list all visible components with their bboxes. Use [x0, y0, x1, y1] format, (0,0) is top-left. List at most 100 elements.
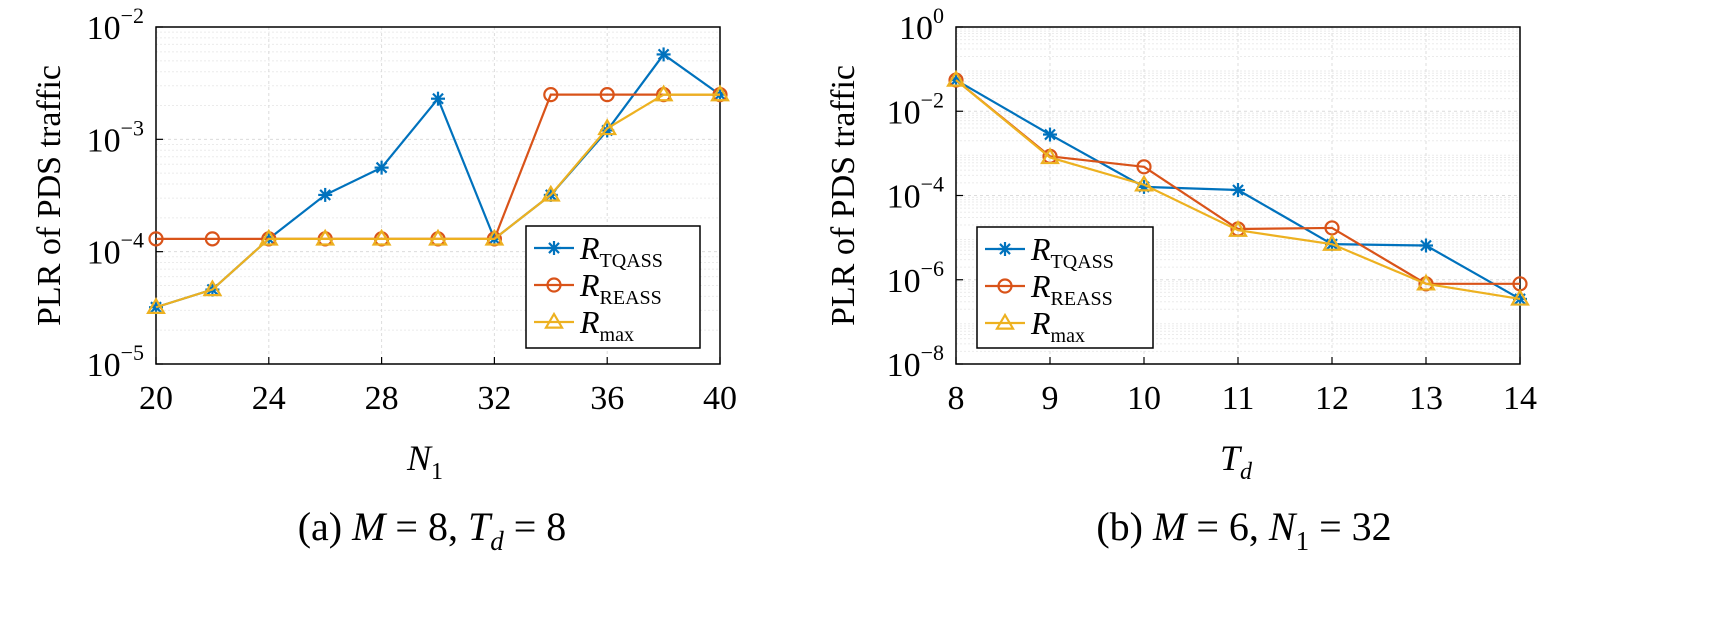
y-tick-label: 10−6 [887, 256, 944, 300]
legend-var: R [1030, 231, 1051, 267]
x-tick-label: 13 [1409, 380, 1443, 417]
y-tick-exponent: −5 [121, 340, 144, 365]
y-tick-base: 10 [887, 347, 921, 384]
legend-var: R [579, 267, 600, 303]
data-point [1510, 288, 1530, 306]
caption-prefix: (b) [1096, 504, 1153, 549]
plot-frame [155, 26, 721, 365]
legend-var: R [579, 230, 600, 266]
data-point [318, 187, 333, 202]
data-point [204, 231, 220, 247]
y-axis-label: PLR of PDS traffic [31, 65, 68, 326]
legend-var: R [1030, 268, 1051, 304]
y-tick-base: 10 [87, 235, 121, 272]
legend-sub: max [600, 324, 634, 346]
y-tick-exponent: −2 [121, 3, 144, 28]
y-tick-label: 10−4 [87, 228, 144, 272]
caption-var2: N [1268, 504, 1298, 549]
data-point [1416, 273, 1436, 291]
data-point [1040, 147, 1060, 165]
legend-sub: max [1051, 325, 1085, 347]
x-tick-label: 32 [477, 380, 511, 417]
series-line [155, 93, 720, 309]
y-tick-label: 10−3 [87, 115, 144, 159]
legend-label: Rmax [579, 304, 634, 346]
x-tick-label: 9 [1042, 380, 1059, 417]
y-tick-exponent: −2 [921, 87, 944, 112]
data-point [1228, 220, 1248, 237]
data-point [710, 84, 730, 102]
x-tick-label: 11 [1222, 380, 1255, 417]
caption: (a) M = 8, Td = 8 [298, 504, 567, 556]
data-point [540, 184, 561, 202]
caption-sub2: 1 [1296, 526, 1310, 556]
caption-eq1: = 8, [385, 504, 468, 549]
data-point [1322, 233, 1342, 251]
legend-item: RTQASS [985, 231, 1114, 273]
marker-stroke [432, 92, 444, 105]
legend-sub: TQASS [1051, 251, 1114, 273]
data-point [1231, 183, 1245, 198]
y-tick-base: 10 [87, 122, 121, 159]
legend-item: RTQASS [534, 230, 663, 272]
x-tick-label: 12 [1315, 380, 1349, 417]
legend-marker [995, 312, 1015, 330]
marker-stroke [375, 161, 388, 174]
y-tick-exponent: −4 [921, 172, 944, 197]
marker-stroke [999, 243, 1011, 255]
legend-marker [544, 311, 564, 329]
y-tick-base: 10 [887, 94, 921, 131]
caption: (b) M = 6, N1 = 32 [1096, 504, 1391, 556]
x-tick-label: 8 [948, 380, 965, 417]
x-tick-label: 40 [703, 380, 737, 417]
data-point [1134, 174, 1154, 192]
data-point [431, 91, 445, 106]
legend-label: RTQASS [1030, 231, 1114, 273]
y-tick-base: 10 [887, 263, 921, 300]
caption-eq2: = 32 [1309, 504, 1392, 549]
data-point [148, 231, 164, 247]
legend-marker [546, 277, 562, 293]
y-tick-label: 10−5 [87, 340, 144, 384]
data-point [597, 118, 618, 136]
x-label-var: T [1220, 438, 1243, 478]
data-point [374, 160, 389, 175]
y-tick-label: 100 [899, 3, 944, 47]
data-point [315, 228, 336, 246]
data-point [1419, 238, 1433, 253]
data-point [946, 69, 966, 87]
y-tick-exponent: −8 [921, 340, 944, 365]
data-point [202, 279, 223, 297]
x-label-var: N [406, 438, 433, 478]
data-point [1043, 127, 1057, 142]
data-point [653, 84, 674, 102]
y-tick-base: 10 [87, 10, 121, 47]
marker-stroke [1420, 239, 1432, 252]
legend-item: Rmax [985, 305, 1085, 347]
marker-stroke [548, 242, 560, 254]
data-point [1136, 159, 1152, 175]
data-point [599, 87, 615, 103]
legend-var: R [579, 304, 600, 340]
caption-prefix: (a) [298, 504, 352, 549]
legend-sub: REASS [1051, 288, 1113, 310]
y-tick-base: 10 [899, 10, 933, 47]
legend-item: RREASS [985, 268, 1113, 310]
marker-stroke [1044, 128, 1056, 141]
x-tick-label: 36 [590, 380, 624, 417]
marker-stroke [657, 48, 670, 61]
data-point [371, 228, 392, 246]
y-tick-base: 10 [87, 347, 121, 384]
caption-var1: M [351, 504, 388, 549]
marker-stroke [319, 189, 332, 201]
x-tick-label: 28 [365, 380, 399, 417]
legend-item: RREASS [534, 267, 662, 309]
caption-eq1: = 6, [1186, 504, 1269, 549]
y-tick-exponent: −4 [121, 228, 144, 253]
series-reass [148, 87, 728, 247]
caption-var1: M [1152, 504, 1189, 549]
legend-marker [997, 278, 1013, 294]
